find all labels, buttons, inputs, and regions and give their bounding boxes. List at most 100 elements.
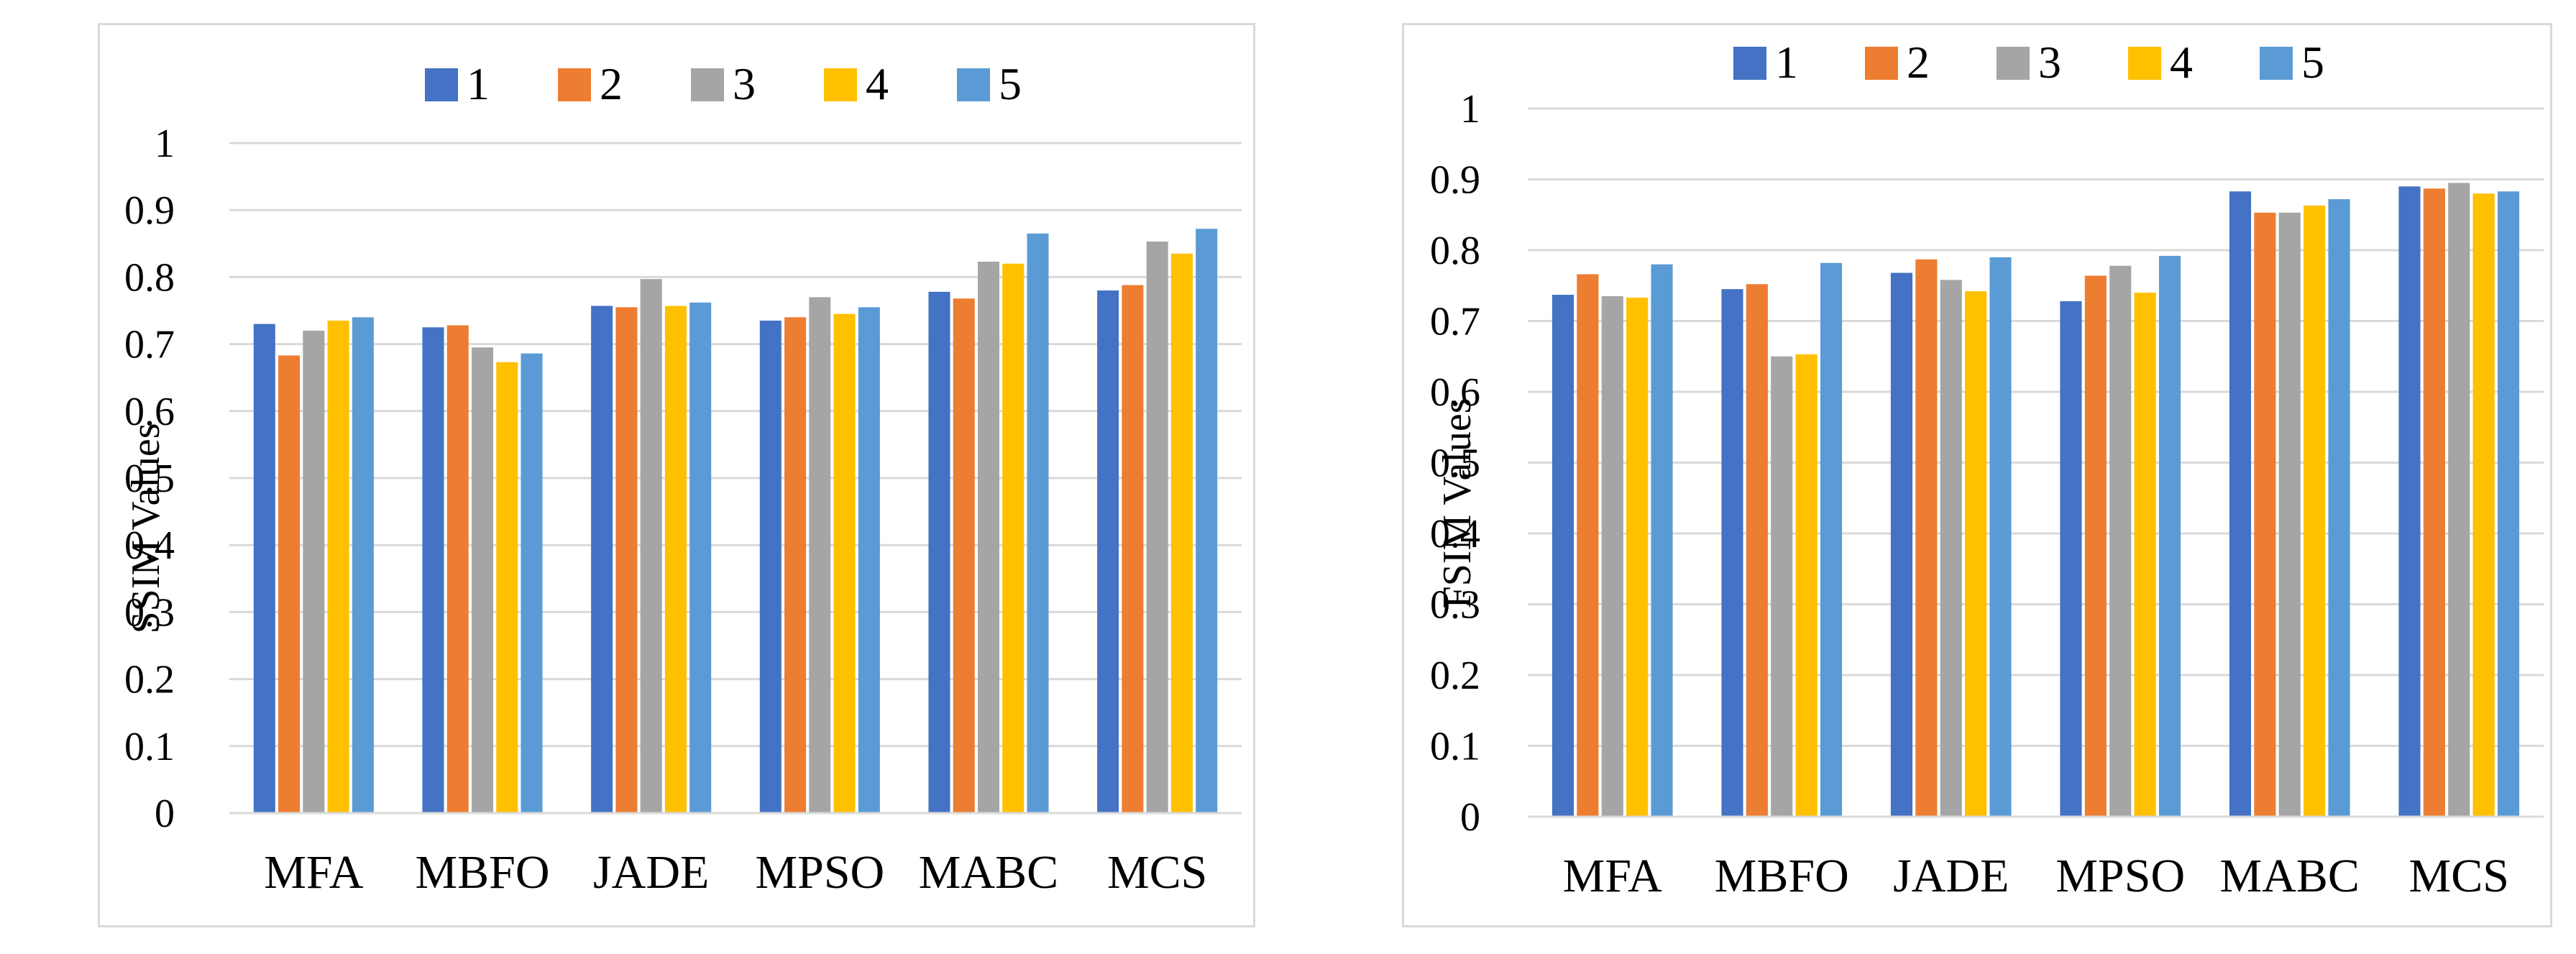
bar-mfa-series-3 — [303, 330, 325, 814]
bar-mcs-series-5 — [2497, 191, 2520, 817]
ssim-chart-panel: 0 0.1 0.2 0.3 0.4 0.5 0.6 0.7 0.8 0.9 1 SSIM Values… — [98, 23, 1255, 927]
y-tick-label: 0.7 — [124, 323, 175, 367]
y-axis-title: SSIM Values — [124, 423, 168, 633]
legend-swatch-5 — [957, 68, 990, 101]
x-category-label: JADE — [593, 846, 709, 899]
legend-label: 4 — [2170, 37, 2193, 88]
x-category-label: MCS — [1107, 846, 1207, 899]
ssim-chart: 0 0.1 0.2 0.3 0.4 0.5 0.6 0.7 0.8 0.9 1 SSIM Values… — [124, 58, 1242, 899]
bar-mcs-series-5 — [1196, 229, 1218, 813]
legend-label: 4 — [866, 58, 889, 109]
bar-mabc-series-2 — [2254, 212, 2276, 817]
legend-label: 5 — [2301, 37, 2324, 88]
bar-mcs-series-2 — [2423, 188, 2445, 817]
bar-mbfo-series-5 — [521, 353, 543, 813]
y-tick-label: 0.1 — [1430, 725, 1480, 769]
y-tick-label: 0.9 — [1430, 158, 1480, 203]
bar-mfa-series-4 — [1626, 297, 1649, 817]
bar-jade-series-1 — [591, 306, 613, 813]
legend-label: 5 — [999, 58, 1022, 109]
y-tick-label: 0.1 — [124, 725, 175, 769]
legend-label: 1 — [1775, 37, 1798, 88]
bar-mfa-series-3 — [1601, 296, 1623, 817]
y-tick-label: 0 — [155, 792, 175, 836]
bar-mfa-series-2 — [278, 355, 301, 814]
y-tick-label: 0.3 — [124, 590, 175, 635]
legend-label: 3 — [2038, 37, 2061, 88]
y-tick-label: 0.5 — [1430, 441, 1480, 486]
legend-swatch-3 — [1997, 47, 2030, 80]
x-category-label: MCS — [2409, 850, 2509, 902]
legend-swatch-4 — [2128, 47, 2161, 80]
fsim-chart: 0 0.1 0.2 0.3 0.4 0.5 0.6 0.7 0.8 0.9 1 FSIM Values… — [1430, 37, 2544, 902]
bar-mcs-series-4 — [2472, 193, 2495, 817]
y-tick-label: 0.7 — [1430, 300, 1480, 344]
bar-mabc-series-4 — [1002, 263, 1025, 813]
y-tick-label: 1 — [155, 121, 175, 166]
bar-jade-series-5 — [689, 302, 712, 813]
bar-mfa-series-5 — [352, 317, 374, 813]
bar-mabc-series-1 — [928, 291, 950, 813]
bar-jade-series-4 — [1965, 291, 1987, 817]
bar-jade-series-3 — [1940, 280, 1962, 817]
y-tick-label: 0 — [1460, 795, 1480, 840]
legend-swatch-5 — [2260, 47, 2293, 80]
bar-mbfo-series-3 — [471, 347, 494, 813]
x-category-label: MBFO — [1715, 850, 1849, 902]
legend-swatch-2 — [558, 68, 591, 101]
bar-mabc-series-5 — [1027, 233, 1049, 813]
bar-mpso-series-3 — [809, 297, 831, 813]
bar-mcs-series-3 — [2448, 183, 2470, 817]
x-category-label: MPSO — [2055, 850, 2185, 902]
bar-mpso-series-4 — [833, 313, 856, 813]
bar-jade-series-2 — [1915, 259, 1938, 817]
fsim-chart-panel: 0 0.1 0.2 0.3 0.4 0.5 0.6 0.7 0.8 0.9 1 FSIM Values… — [1402, 23, 2552, 927]
bar-mabc-series-3 — [2278, 212, 2301, 817]
bar-mpso-series-4 — [2134, 293, 2156, 817]
bar-mbfo-series-1 — [1721, 289, 1743, 817]
bar-mcs-series-1 — [2398, 186, 2421, 817]
legend-swatch-1 — [1733, 47, 1766, 80]
x-category-label: MPSO — [755, 846, 884, 899]
bar-jade-series-1 — [1890, 272, 1913, 817]
y-tick-label: 0.2 — [1430, 653, 1480, 698]
y-tick-label: 0.2 — [124, 658, 175, 702]
y-tick-label: 0.3 — [1430, 583, 1480, 628]
bar-mbfo-series-1 — [422, 327, 444, 813]
bar-mpso-series-3 — [2109, 265, 2132, 817]
y-tick-label: 0.6 — [124, 390, 175, 434]
x-category-label: MABC — [919, 846, 1058, 899]
bar-mpso-series-2 — [2084, 275, 2107, 817]
bar-jade-series-3 — [640, 279, 662, 813]
legend-label: 3 — [733, 58, 756, 109]
bar-mfa-series-1 — [1551, 295, 1575, 817]
legend-label: 2 — [1907, 37, 1930, 88]
bar-mpso-series-1 — [2060, 301, 2082, 817]
bar-jade-series-5 — [1989, 257, 2012, 817]
bar-mcs-series-4 — [1170, 253, 1193, 813]
x-category-label: MBFO — [415, 846, 549, 899]
bar-mfa-series-5 — [1651, 264, 1673, 817]
bar-mpso-series-2 — [784, 317, 807, 813]
bar-mbfo-series-4 — [1795, 354, 1818, 817]
bar-mfa-series-4 — [327, 320, 349, 814]
bar-mbfo-series-2 — [1746, 284, 1768, 817]
x-category-label: MFA — [1563, 850, 1662, 902]
bar-mabc-series-5 — [2328, 199, 2350, 817]
y-axis-title: FSIM Values — [1435, 398, 1480, 608]
bar-mcs-series-1 — [1097, 290, 1119, 813]
bar-jade-series-4 — [664, 306, 687, 813]
legend-label: 2 — [600, 58, 623, 109]
bar-mfa-series-2 — [1577, 274, 1599, 817]
x-category-label: MFA — [264, 846, 363, 899]
bar-jade-series-2 — [615, 307, 638, 814]
legend-swatch-2 — [1865, 47, 1898, 80]
y-tick-label: 0.4 — [1430, 512, 1480, 556]
bar-mbfo-series-3 — [1771, 356, 1793, 817]
y-tick-label: 0.8 — [124, 255, 175, 300]
bar-mabc-series-1 — [2229, 191, 2252, 817]
y-tick-label: 1 — [1460, 87, 1480, 132]
y-tick-label: 0.5 — [124, 457, 175, 501]
bar-mabc-series-4 — [2304, 205, 2326, 817]
bar-mabc-series-3 — [977, 261, 1000, 813]
